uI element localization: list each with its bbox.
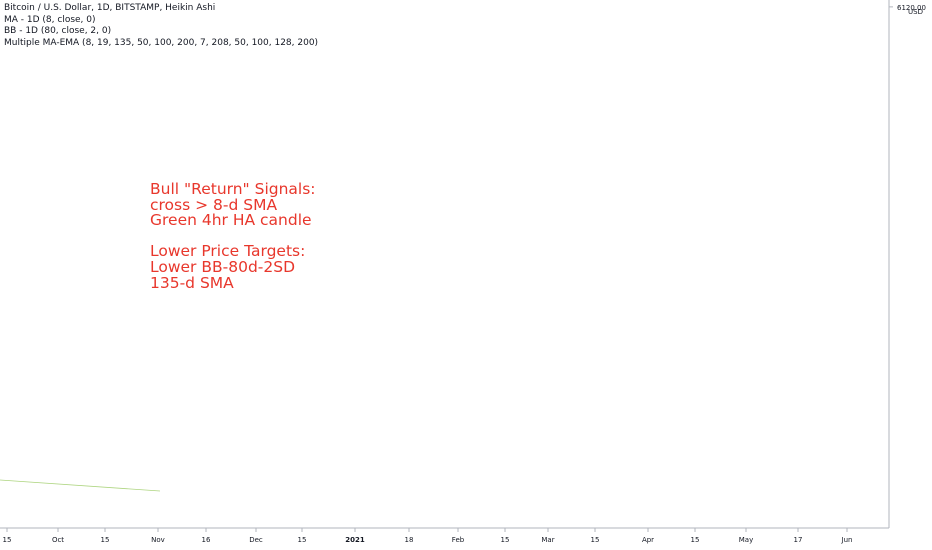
chart-annotation: Bull "Return" Signals: cross > 8-d SMA G… — [150, 180, 316, 292]
time-tick-label: Apr — [642, 536, 654, 544]
legend-bb[interactable]: BB - 1D (80, close, 2, 0) — [4, 26, 112, 36]
time-tick-label: Mar — [541, 536, 554, 544]
time-tick-label: Dec — [249, 536, 263, 544]
annotation-line: Lower Price Targets: — [150, 242, 306, 261]
annotation-line: Lower BB-80d-2SD — [150, 257, 296, 276]
price-tick-label: 6120.00 — [897, 4, 926, 12]
time-tick-label: 2021 — [345, 536, 365, 544]
time-tick-label: Nov — [151, 536, 165, 544]
annotation-line: Green 4hr HA candle — [150, 211, 312, 230]
annotation-line: Bull "Return" Signals: — [150, 180, 316, 198]
time-tick-label: 15 — [3, 536, 12, 544]
legend-symbol[interactable]: Bitcoin / U.S. Dollar, 1D, BITSTAMP, Hei… — [4, 3, 216, 13]
time-tick-label: 18 — [405, 536, 414, 544]
time-tick-label: May — [739, 536, 753, 544]
time-tick-label: 15 — [298, 536, 307, 544]
time-tick-label: 15 — [691, 536, 700, 544]
time-axis: 15 Oct 15 Nov 16 Dec 15 2021 18 Feb 15 Mar 15 Apr 15 Ma… — [0, 527, 889, 544]
time-tick-label: 15 — [591, 536, 600, 544]
time-tick-label: Oct — [52, 536, 64, 544]
time-tick-label: 15 — [501, 536, 510, 544]
time-tick-label: Feb — [452, 536, 465, 544]
currency-label: USD — [908, 8, 923, 16]
faint-trend-line — [0, 479, 161, 492]
chart-legend: Bitcoin / U.S. Dollar, 1D, BITSTAMP, Hei… — [4, 3, 318, 49]
legend-ma[interactable]: MA - 1D (8, close, 0) — [4, 14, 96, 25]
time-tick-label: 15 — [101, 536, 110, 544]
annotation-line: cross > 8-d SMA — [150, 195, 278, 214]
time-tick-label: 17 — [794, 536, 803, 544]
annotation-line: 135-d SMA — [150, 273, 234, 292]
legend-multi-ma[interactable]: Multiple MA-EMA (8, 19, 135, 50, 100, 20… — [4, 37, 319, 48]
indicator-lines — [0, 479, 161, 492]
time-tick-label: 16 — [202, 536, 211, 544]
time-tick-label: Jun — [841, 536, 853, 544]
